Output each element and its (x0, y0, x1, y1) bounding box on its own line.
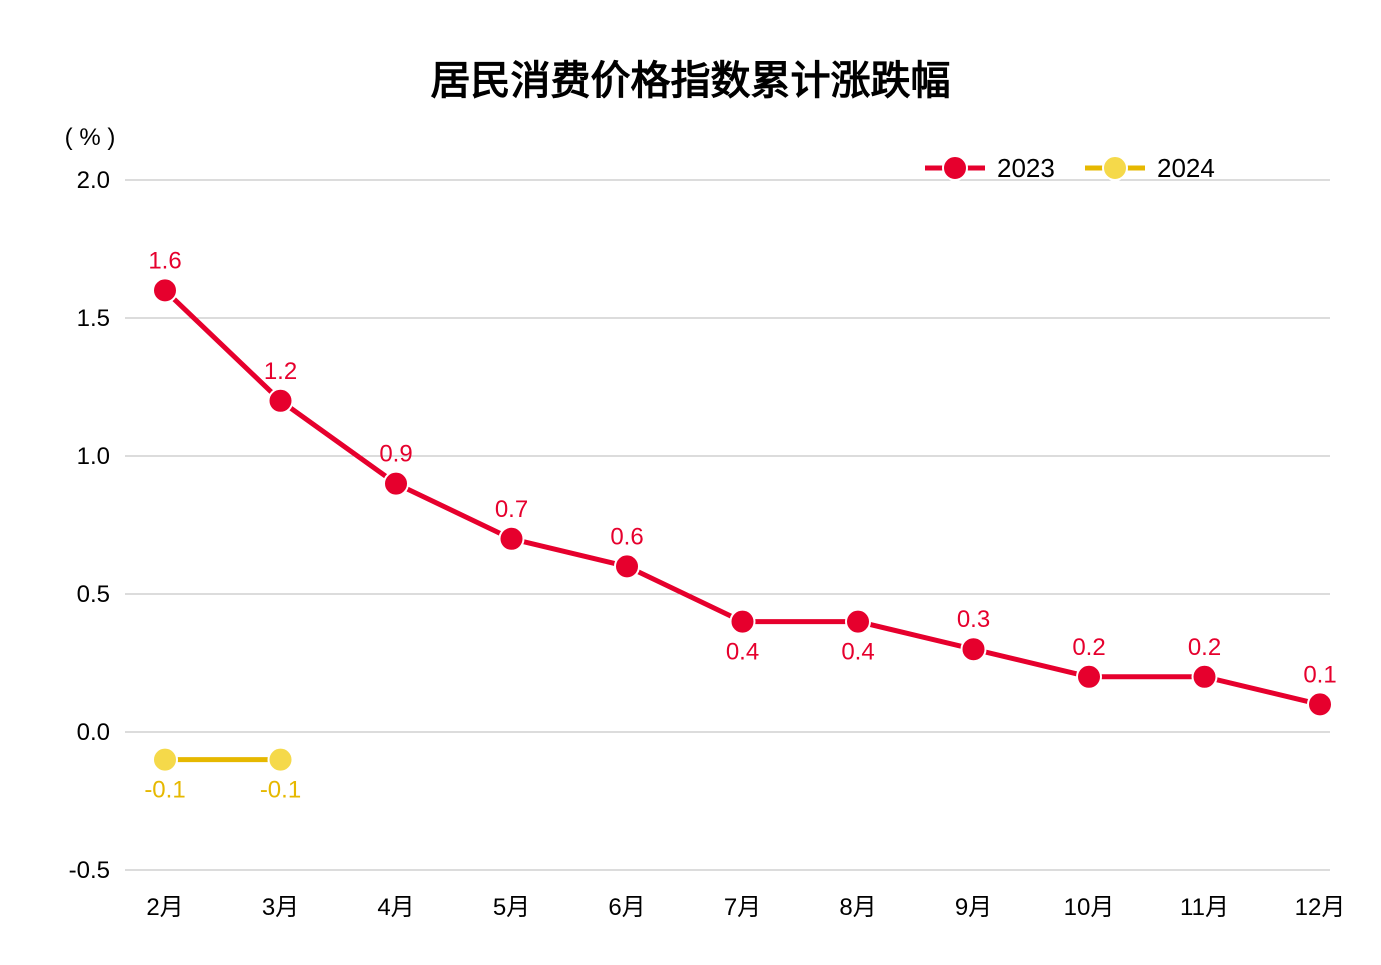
y-tick-label: 2.0 (77, 167, 110, 194)
y-tick-label: 0.5 (77, 581, 110, 608)
series-marker-2023 (731, 610, 755, 634)
x-tick-label: 5月 (493, 894, 530, 921)
value-label-2023: 1.2 (264, 358, 297, 385)
x-tick-label: 2月 (146, 894, 183, 921)
series-marker-2023 (962, 637, 986, 661)
y-unit-label: ( % ) (65, 124, 116, 151)
value-label-2023: 0.1 (1303, 661, 1336, 688)
y-tick-label: -0.5 (69, 857, 110, 884)
value-label-2023: 1.6 (148, 247, 181, 274)
value-label-2024: -0.1 (260, 777, 301, 804)
series-marker-2023 (846, 610, 870, 634)
series-marker-2023 (1308, 692, 1332, 716)
series-marker-2024 (269, 748, 293, 772)
value-label-2023: 0.2 (1072, 634, 1105, 661)
series-marker-2023 (153, 278, 177, 302)
legend-label-2024: 2024 (1157, 153, 1215, 183)
value-label-2023: 0.4 (841, 639, 874, 666)
value-label-2023: 0.4 (726, 639, 759, 666)
legend-label-2023: 2023 (997, 153, 1055, 183)
value-label-2023: 0.9 (379, 441, 412, 468)
legend-swatch-marker-2024 (1103, 156, 1127, 180)
x-tick-label: 8月 (839, 894, 876, 921)
value-label-2024: -0.1 (144, 777, 185, 804)
series-marker-2023 (269, 389, 293, 413)
series-marker-2024 (153, 748, 177, 772)
cpi-chart: 居民消费价格指数累计涨跌幅 -0.50.00.51.01.52.0( % )2月… (0, 0, 1381, 965)
x-tick-label: 6月 (608, 894, 645, 921)
value-label-2023: 0.6 (610, 523, 643, 550)
series-marker-2023 (500, 527, 524, 551)
value-label-2023: 0.3 (957, 606, 990, 633)
series-marker-2023 (1077, 665, 1101, 689)
x-tick-label: 9月 (955, 894, 992, 921)
x-tick-label: 10月 (1064, 894, 1115, 921)
y-tick-label: 0.0 (77, 719, 110, 746)
x-tick-label: 3月 (262, 894, 299, 921)
value-label-2023: 0.2 (1188, 634, 1221, 661)
x-tick-label: 11月 (1180, 894, 1229, 921)
series-marker-2023 (384, 472, 408, 496)
legend-swatch-marker-2023 (943, 156, 967, 180)
y-tick-label: 1.5 (77, 305, 110, 332)
x-tick-label: 4月 (377, 894, 414, 921)
x-tick-label: 7月 (724, 894, 761, 921)
x-tick-label: 12月 (1295, 894, 1346, 921)
series-marker-2023 (615, 554, 639, 578)
series-marker-2023 (1193, 665, 1217, 689)
y-tick-label: 1.0 (77, 443, 110, 470)
chart-svg: -0.5 0.0 0.5 1.0 1.5 2.0 ( % ) 2月 3月 4月 5月 6月 7月 8月 9月… (0, 0, 1381, 965)
value-label-2023: 0.7 (495, 496, 528, 523)
